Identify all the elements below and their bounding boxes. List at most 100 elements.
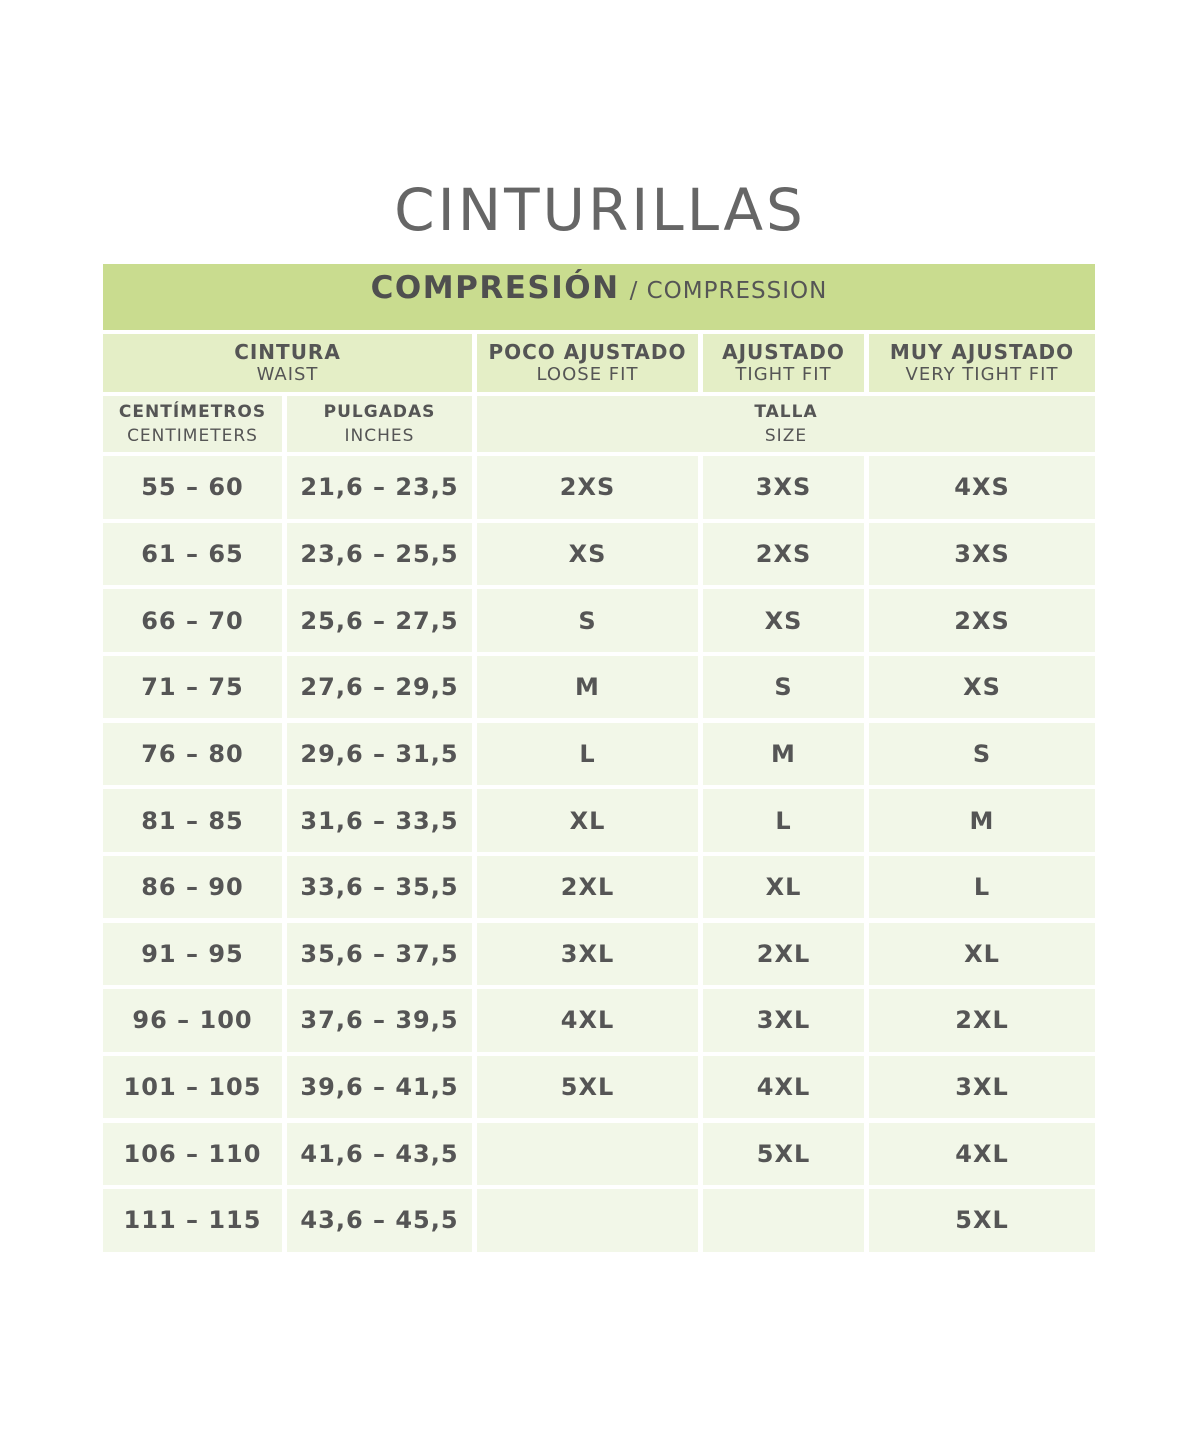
table-cell: XL <box>869 922 1095 986</box>
sub-en: SIZE <box>764 426 808 446</box>
sub-es: CENTÍMETROS <box>118 402 267 422</box>
table-cell: 21,6 – 23,5 <box>287 456 472 519</box>
table-cell: M <box>477 655 698 719</box>
cell-text: 3XL <box>955 1073 1009 1102</box>
table-cell <box>477 1189 698 1252</box>
cell-text: 5XL <box>560 1073 615 1102</box>
table-cell: 4XL <box>703 1055 864 1119</box>
cell-text: 23,6 – 25,5 <box>300 539 459 568</box>
table-cell: 3XS <box>703 456 864 519</box>
sub-en: CENTIMETERS <box>127 426 258 446</box>
cell-text: 39,6 – 41,5 <box>300 1073 459 1102</box>
table-cell: XL <box>703 855 864 919</box>
table-cell: 5XL <box>477 1055 698 1119</box>
cell-text: 101 – 105 <box>123 1073 262 1102</box>
sub-header: PULGADAS INCHES <box>287 396 472 452</box>
cell-text: 29,6 – 31,5 <box>300 739 459 768</box>
table-cell: 39,6 – 41,5 <box>287 1055 472 1119</box>
group-header: POCO AJUSTADO LOOSE FIT <box>477 334 698 392</box>
group-es: AJUSTADO <box>722 340 845 364</box>
table-cell: 4XS <box>869 456 1095 519</box>
cell-text: 4XL <box>756 1073 811 1102</box>
table-cell: 3XL <box>477 922 698 986</box>
cell-text: XS <box>568 539 607 568</box>
cell-text: 61 – 65 <box>141 539 244 568</box>
cell-text: 21,6 – 23,5 <box>300 473 459 502</box>
table-cell: 81 – 85 <box>103 789 282 852</box>
table-cell <box>477 1122 698 1185</box>
cell-text: 2XL <box>955 1006 1009 1035</box>
cell-text: XL <box>765 873 802 902</box>
cell-text: 55 – 60 <box>141 473 244 502</box>
table-cell: 37,6 – 39,5 <box>287 989 472 1052</box>
table-cell: 101 – 105 <box>103 1055 282 1119</box>
table-cell: 31,6 – 33,5 <box>287 789 472 852</box>
banner-en: / COMPRESSION <box>629 278 828 304</box>
cell-text: 71 – 75 <box>141 673 244 702</box>
cell-text: L <box>579 739 596 768</box>
cell-text: L <box>973 873 991 902</box>
page-title: CINTURILLAS <box>394 176 806 244</box>
table-cell: XS <box>477 522 698 586</box>
table-cell: 27,6 – 29,5 <box>287 655 472 719</box>
table-cell: 29,6 – 31,5 <box>287 722 472 786</box>
table-cell: S <box>703 655 864 719</box>
cell-text: XS <box>764 606 803 635</box>
table-cell: 2XL <box>477 855 698 919</box>
table-cell: 55 – 60 <box>103 456 282 519</box>
table-cell: 3XL <box>703 989 864 1052</box>
cell-text: 37,6 – 39,5 <box>300 1006 459 1035</box>
group-en: WAIST <box>256 364 319 385</box>
cell-text: M <box>969 806 995 835</box>
table-cell: L <box>703 789 864 852</box>
cell-text: 111 – 115 <box>123 1206 262 1235</box>
table-cell: 4XL <box>477 989 698 1052</box>
cell-text: 86 – 90 <box>141 873 244 902</box>
cell-text: 43,6 – 45,5 <box>300 1206 459 1235</box>
sub-header: CENTÍMETROS CENTIMETERS <box>103 396 282 452</box>
cell-text: 106 – 110 <box>123 1139 262 1168</box>
cell-text: 2XS <box>755 539 812 568</box>
table-cell: 2XL <box>703 922 864 986</box>
table-cell: 5XL <box>703 1122 864 1185</box>
table-cell: 86 – 90 <box>103 855 282 919</box>
cell-text: 31,6 – 33,5 <box>300 806 459 835</box>
table-cell: 5XL <box>869 1189 1095 1252</box>
cell-text: 2XL <box>756 939 811 968</box>
cell-text: S <box>972 739 992 768</box>
cell-text: 91 – 95 <box>141 939 244 968</box>
table-cell: L <box>477 722 698 786</box>
cell-text: 4XS <box>954 473 1010 502</box>
table-cell: 23,6 – 25,5 <box>287 522 472 586</box>
group-es: CINTURA <box>234 340 341 364</box>
table-cell: 41,6 – 43,5 <box>287 1122 472 1185</box>
table-cell: S <box>869 722 1095 786</box>
cell-text: 25,6 – 27,5 <box>300 606 459 635</box>
cell-text: 3XS <box>755 473 812 502</box>
cell-text: M <box>771 739 796 768</box>
group-header: MUY AJUSTADO VERY TIGHT FIT <box>869 334 1095 392</box>
table-cell: XS <box>869 655 1095 719</box>
group-es: POCO AJUSTADO <box>488 340 687 364</box>
cell-text: 3XL <box>756 1006 811 1035</box>
cell-text: XL <box>569 806 606 835</box>
cell-text: 81 – 85 <box>141 806 244 835</box>
cell-text: 96 – 100 <box>132 1006 253 1035</box>
cell-text: 4XL <box>560 1006 615 1035</box>
table-cell: L <box>869 855 1095 919</box>
table-cell: 2XL <box>869 989 1095 1052</box>
cell-text: 2XS <box>559 473 616 502</box>
group-header: AJUSTADO TIGHT FIT <box>703 334 864 392</box>
table-cell: 25,6 – 27,5 <box>287 589 472 652</box>
table-cell: 2XS <box>869 589 1095 652</box>
cell-text: 76 – 80 <box>141 739 244 768</box>
table-cell: 61 – 65 <box>103 522 282 586</box>
cell-text: 5XL <box>955 1206 1009 1235</box>
banner: COMPRESIÓN / COMPRESSION <box>103 264 1095 330</box>
table-cell: 33,6 – 35,5 <box>287 855 472 919</box>
table-cell: 76 – 80 <box>103 722 282 786</box>
cell-text: 4XL <box>955 1139 1009 1168</box>
table-cell: 2XS <box>477 456 698 519</box>
cell-text: 3XS <box>954 539 1010 568</box>
